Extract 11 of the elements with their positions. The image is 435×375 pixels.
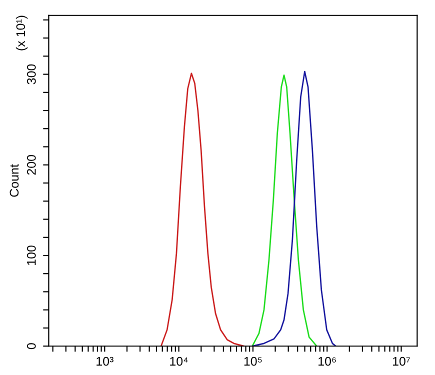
y-tick-label: 0 — [26, 343, 36, 350]
x-tick-label: 10⁷ — [392, 356, 410, 366]
y-tick-label: 100 — [26, 246, 36, 265]
x-tick-label: 10⁴ — [170, 356, 188, 366]
y-axis-title: Count — [10, 164, 19, 197]
x-tick-label: 10⁶ — [318, 356, 336, 366]
x-tick-label: 10⁵ — [244, 356, 262, 366]
y-tick-label: 300 — [26, 64, 36, 84]
x-tick-label: 10³ — [96, 356, 114, 366]
y-tick-label: 200 — [26, 154, 36, 175]
text: (x 10¹) — [16, 16, 28, 50]
